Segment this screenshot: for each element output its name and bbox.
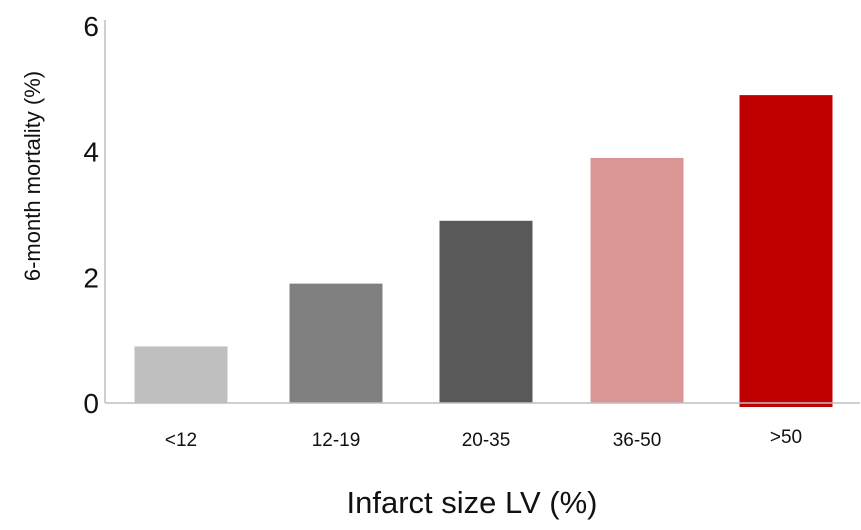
x-tick-label-1: 12-19 bbox=[312, 430, 361, 451]
x-tick-labels: <12 12-19 20-35 36-50 >50 bbox=[165, 427, 802, 451]
y-tick-label-0: 0 bbox=[83, 388, 99, 419]
bars-group bbox=[134, 95, 833, 407]
y-tick-label-2: 4 bbox=[83, 137, 99, 168]
x-axis-title: Infarct size LV (%) bbox=[347, 485, 598, 520]
y-axis-title: 6-month mortality (%) bbox=[20, 71, 45, 281]
y-tick-label-1: 2 bbox=[83, 262, 99, 293]
bar-0 bbox=[134, 346, 228, 403]
bar-3 bbox=[590, 157, 684, 403]
x-tick-label-4: >50 bbox=[770, 427, 802, 448]
x-tick-label-3: 36-50 bbox=[613, 430, 662, 451]
x-tick-label-0: <12 bbox=[165, 430, 197, 451]
bar-2 bbox=[439, 220, 533, 403]
y-tick-labels: 0 2 4 6 bbox=[83, 11, 99, 419]
bar-4 bbox=[739, 95, 833, 407]
y-tick-label-3: 6 bbox=[83, 11, 99, 42]
x-tick-label-2: 20-35 bbox=[462, 430, 511, 451]
bar-1 bbox=[289, 283, 383, 403]
